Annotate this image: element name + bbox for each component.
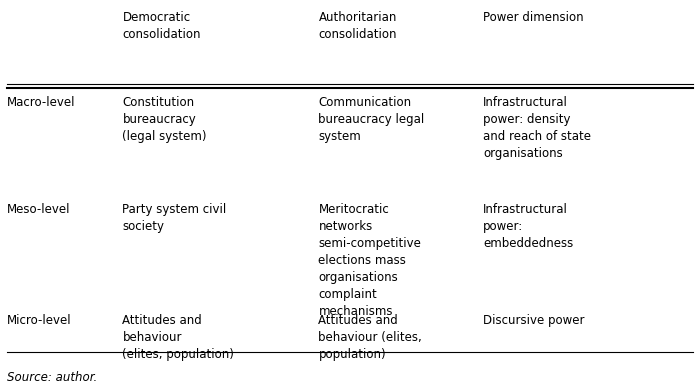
Text: Infrastructural
power: density
and reach of state
organisations: Infrastructural power: density and reach… [483, 96, 591, 160]
Text: Source: author.: Source: author. [7, 372, 97, 384]
Text: Attitudes and
behaviour
(elites, population): Attitudes and behaviour (elites, populat… [122, 314, 234, 361]
Text: Power dimension: Power dimension [483, 12, 584, 24]
Text: Macro-level: Macro-level [7, 96, 76, 109]
Text: Authoritarian
consolidation: Authoritarian consolidation [318, 12, 397, 41]
Text: Democratic
consolidation: Democratic consolidation [122, 12, 201, 41]
Text: Discursive power: Discursive power [483, 314, 584, 327]
Text: Attitudes and
behaviour (elites,
population): Attitudes and behaviour (elites, populat… [318, 314, 422, 361]
Text: Communication
bureaucracy legal
system: Communication bureaucracy legal system [318, 96, 425, 143]
Text: Infrastructural
power:
embeddedness: Infrastructural power: embeddedness [483, 203, 573, 250]
Text: Party system civil
society: Party system civil society [122, 203, 227, 233]
Text: Constitution
bureaucracy
(legal system): Constitution bureaucracy (legal system) [122, 96, 207, 143]
Text: Micro-level: Micro-level [7, 314, 71, 327]
Text: Meso-level: Meso-level [7, 203, 71, 216]
Text: Meritocratic
networks
semi-competitive
elections mass
organisations
complaint
me: Meritocratic networks semi-competitive e… [318, 203, 421, 318]
